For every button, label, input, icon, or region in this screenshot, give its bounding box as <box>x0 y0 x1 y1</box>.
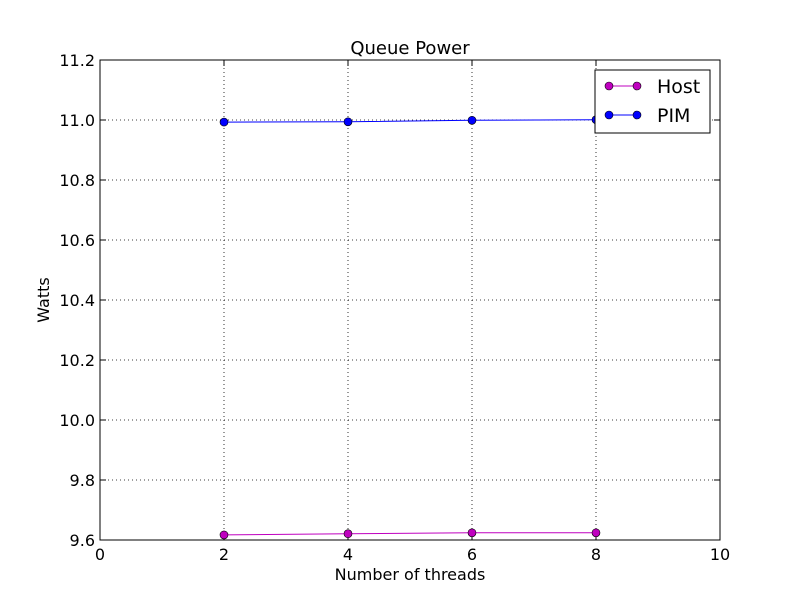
legend-marker-host <box>632 81 642 91</box>
data-point-host <box>467 528 477 538</box>
legend-label-pim: PIM <box>657 105 690 127</box>
legend-box <box>594 69 711 134</box>
y-tick-label: 10.8 <box>59 171 95 190</box>
series-line-pim <box>223 119 597 123</box>
x-tick-label: 10 <box>710 545 730 564</box>
x-tick-label: 2 <box>219 545 229 564</box>
y-tick-label: 9.6 <box>70 531 95 550</box>
y-tick-label: 11.2 <box>59 51 95 70</box>
legend-marker-pim <box>632 110 642 120</box>
legend: Host PIM <box>594 69 711 134</box>
y-axis-label: Watts <box>34 277 53 322</box>
data-point-pim <box>467 116 477 125</box>
data-point-pim <box>219 117 229 127</box>
y-tick-label: 10.4 <box>59 291 95 310</box>
y-tick-label: 10.6 <box>59 231 95 250</box>
y-tick-label: 10.0 <box>59 411 95 430</box>
x-axis-label: Number of threads <box>335 565 486 584</box>
data-point-host <box>591 528 601 538</box>
data-point-host <box>343 529 353 539</box>
legend-label-host: Host <box>657 76 700 98</box>
plot-frame <box>99 59 721 541</box>
data-point-pim <box>343 117 353 127</box>
legend-marker-pim <box>604 110 614 120</box>
x-tick-label: 6 <box>467 545 477 564</box>
series-group <box>219 115 601 540</box>
x-tick-label: 8 <box>591 545 601 564</box>
legend-marker-host <box>604 81 614 91</box>
tick-labels: 0 2 4 6 8 10 9.6 9.8 10.0 10.2 10.4 10.6 10.8 11.0 11.… <box>59 51 730 564</box>
series-line-host <box>223 532 596 536</box>
data-point-host <box>219 530 229 540</box>
y-tick-label: 10.2 <box>59 351 95 370</box>
y-tick-label: 9.8 <box>70 471 95 490</box>
x-tick-label: 4 <box>343 545 353 564</box>
x-tick-label: 0 <box>95 545 105 564</box>
chart-title: Queue Power <box>350 38 470 59</box>
y-tick-label: 11.0 <box>59 111 95 130</box>
